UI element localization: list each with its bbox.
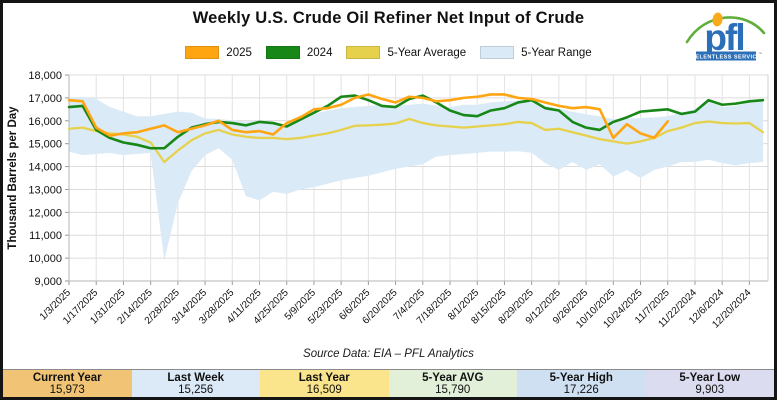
logo-dot [712,12,723,27]
legend-swatch-5yr-average [346,46,381,59]
y-axis-title: Thousand Barrels per Day [7,106,19,250]
legend-label-2025: 2025 [226,46,252,59]
legend-item-5yr-range: 5-Year Range [480,46,592,59]
chart-svg: 9,000 10,000 11,000 12,000 13,000 14,000 15,00… [7,70,769,331]
plot-area: 9,000 10,000 11,000 12,000 13,000 14,000 15,00… [3,65,774,347]
stat-5yr-high: 5-Year High 17,226 [517,370,646,397]
logo-text: pfl [704,17,743,58]
stat-last-year: Last Year 16,509 [260,370,389,397]
chart-legend: 2025 2024 5-Year Average 5-Year Range [3,46,774,59]
stat-current-year-value: 15,973 [49,384,85,396]
stat-5yr-avg: 5-Year AVG 15,790 [388,370,517,397]
stat-last-week-label: Last Week [167,371,225,384]
y-tick-label: 15,000 [28,139,62,151]
legend-label-2024: 2024 [306,46,333,59]
stat-5yr-high-label: 5-Year High [549,371,613,384]
stat-current-year-label: Current Year [32,371,102,384]
stat-last-week: Last Week 15,256 [131,370,260,397]
y-tick-label: 16,000 [28,116,62,128]
y-tick-label: 12,000 [28,207,62,219]
y-tick-label: 14,000 [28,162,62,174]
logo-banner [696,51,756,61]
legend-swatch-2024 [265,46,300,59]
stat-last-year-value: 16,509 [306,384,342,396]
stat-5yr-low: 5-Year Low 9,903 [645,370,774,397]
series-line-5-year-average [67,117,765,164]
stat-5yr-avg-value: 15,790 [435,384,471,396]
logo-tagline: RELENTLESS SERVICE [691,54,761,60]
y-tick-label: 10,000 [28,253,62,265]
stats-row: Current Year 15,973 Last Week 15,256 Las… [3,369,774,397]
legend-label-5yr-average: 5-Year Average [387,46,467,59]
legend-swatch-2025 [185,46,220,59]
legend-item-5yr-average: 5-Year Average [346,46,466,59]
legend-item-2024: 2024 [265,46,333,59]
stat-5yr-low-value: 9,903 [695,384,725,396]
y-tick-label: 17,000 [28,93,62,105]
stat-5yr-avg-label: 5-Year AVG [422,371,484,384]
logo-swoosh [685,16,766,44]
y-tick-label: 18,000 [28,70,62,82]
series-line-2025 [67,93,670,140]
stat-current-year: Current Year 15,973 [3,370,132,397]
source-note: Source Data: EIA – PFL Analytics [303,348,474,360]
y-tick-label: 13,000 [28,184,62,196]
y-tick-label: 11,000 [29,230,62,242]
logo-tm: ™ [758,51,762,56]
stat-5yr-high-value: 17,226 [563,384,599,396]
legend-item-2025: 2025 [185,46,252,59]
stat-last-week-value: 15,256 [178,384,214,396]
legend-swatch-5yr-range [480,46,515,59]
chart-title: Weekly U.S. Crude Oil Refiner Net Input … [192,9,585,27]
stat-last-year-label: Last Year [298,371,350,384]
y-tick-label: 9,000 [34,276,62,288]
legend-label-5yr-range: 5-Year Range [521,46,592,59]
stat-5yr-low-label: 5-Year Low [679,371,741,384]
pfl-logo: pfl RELENTLESS SERVICE ™ [685,12,766,61]
